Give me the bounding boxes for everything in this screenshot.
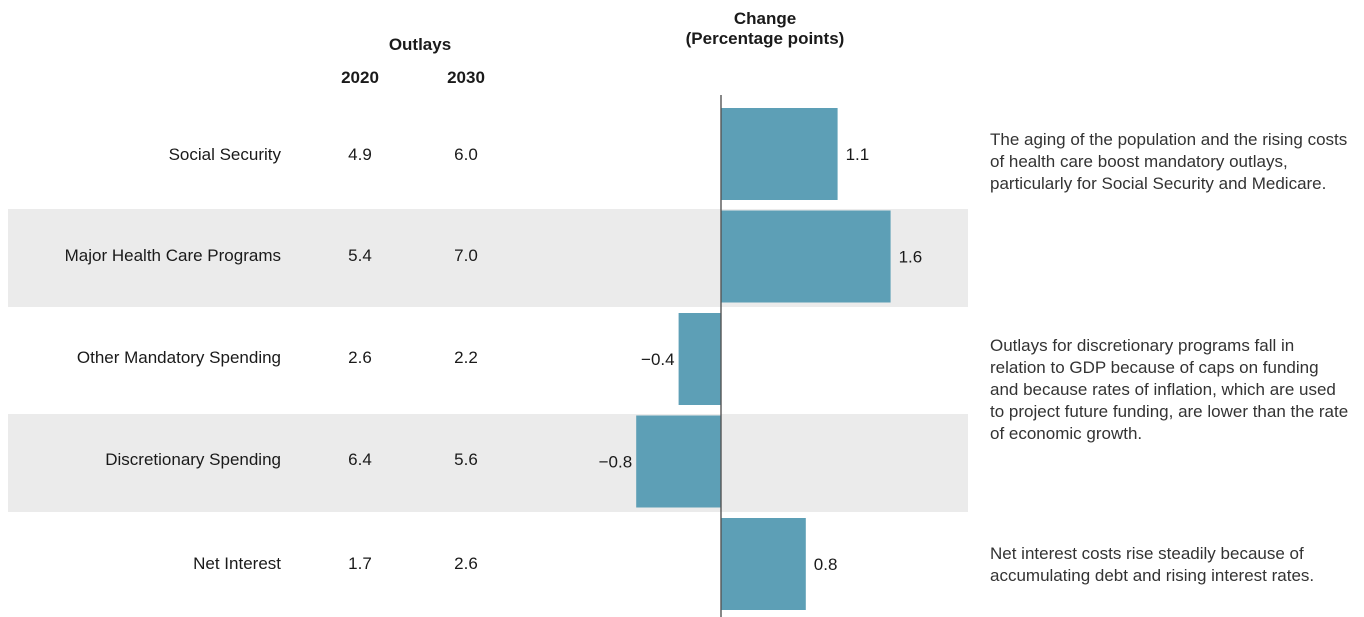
value-2030-social-security: 6.0: [454, 145, 478, 164]
row-label-other-mandatory: Other Mandatory Spending: [76, 348, 281, 367]
bar-label-major-health-care-programs: 1.6: [899, 248, 923, 267]
note-mandatory: The aging of the population and the risi…: [990, 130, 1348, 193]
value-2030-health-care: 7.0: [454, 246, 478, 265]
year-2020-header: 2020: [341, 68, 379, 87]
bar-label-social-security: 1.1: [846, 145, 870, 164]
value-2030-discretionary: 5.6: [454, 450, 478, 469]
bar-net-interest: [721, 518, 806, 610]
value-2030-other-mandatory: 2.2: [454, 348, 478, 367]
year-2030-header: 2030: [447, 68, 485, 87]
row-label-discretionary: Discretionary Spending: [105, 450, 281, 469]
value-2020-net-interest: 1.7: [348, 554, 372, 573]
value-2020-discretionary: 6.4: [348, 450, 372, 469]
value-2020-other-mandatory: 2.6: [348, 348, 372, 367]
bar-major-health-care-programs: [721, 210, 891, 303]
note-discretionary: Outlays for discretionary programs fall …: [990, 336, 1349, 443]
change-header: Change (Percentage points): [660, 9, 870, 49]
bar-social-security: [721, 108, 838, 200]
bar-label-discretionary-spending: −0.8: [599, 453, 633, 472]
bar-label-net-interest: 0.8: [814, 555, 838, 574]
note-net-interest: Net interest costs rise steadily because…: [990, 544, 1315, 585]
change-header-line1: Change: [733, 9, 797, 28]
bars-group: 1.1 1.6 −0.4 −0.8 0.8: [599, 108, 923, 610]
bar-other-mandatory-spending: [678, 313, 721, 405]
bar-label-other-mandatory-spending: −0.4: [641, 350, 675, 369]
row-band-discretionary: [8, 414, 968, 512]
value-2020-social-security: 4.9: [348, 145, 372, 164]
row-label-net-interest: Net Interest: [193, 554, 281, 573]
row-label-health-care: Major Health Care Programs: [64, 246, 281, 265]
value-2020-health-care: 5.4: [348, 246, 372, 265]
row-label-social-security: Social Security: [168, 145, 281, 164]
outlays-header: Outlays: [388, 35, 452, 54]
value-2030-net-interest: 2.6: [454, 554, 478, 573]
bar-discretionary-spending: [636, 415, 721, 508]
change-header-line2: (Percentage points): [685, 29, 845, 48]
